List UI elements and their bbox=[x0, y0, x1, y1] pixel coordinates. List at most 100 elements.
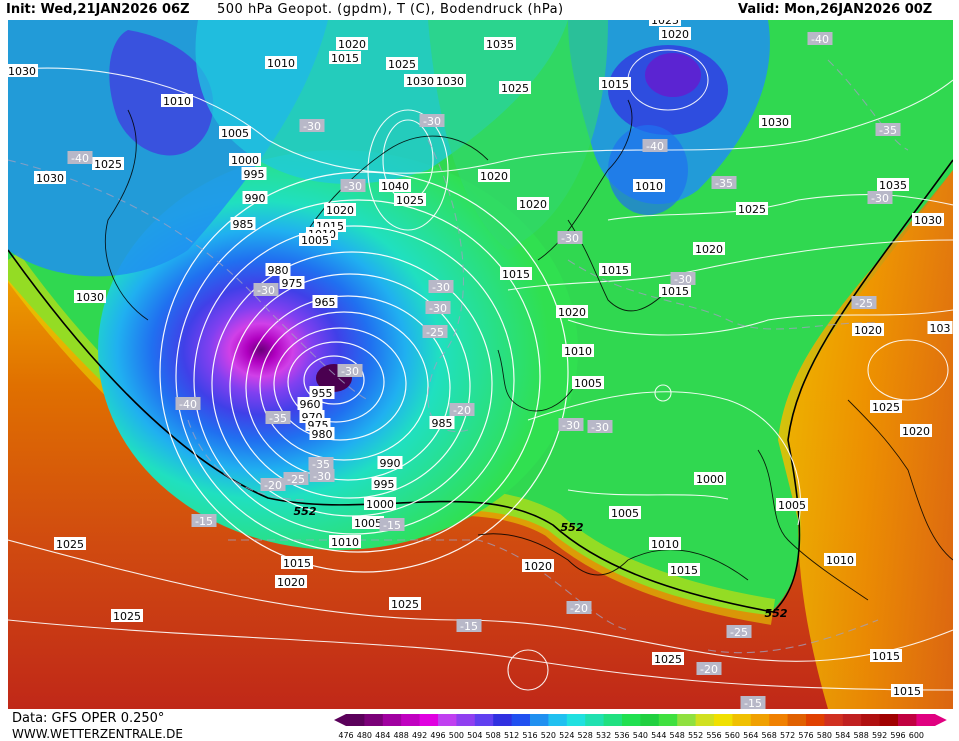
temperature-label: -15 bbox=[460, 620, 478, 633]
pressure-label: 1025 bbox=[391, 598, 419, 611]
temperature-label-bg bbox=[807, 32, 833, 45]
temperature-label: -35 bbox=[312, 458, 330, 471]
pressure-label: 1020 bbox=[558, 306, 586, 319]
color-scale-cell bbox=[842, 714, 862, 726]
temperature-label: -15 bbox=[744, 697, 762, 709]
pressure-label: 1005 bbox=[574, 377, 602, 390]
temperature-label-bg bbox=[265, 411, 291, 424]
valid-time-label: Valid: Mon,26JAN2026 00Z bbox=[738, 2, 933, 17]
color-scale-tick-label: 504 bbox=[467, 731, 482, 740]
color-scale-tick-label: 588 bbox=[854, 731, 869, 740]
temperature-label-bg bbox=[428, 280, 454, 293]
pressure-label-bg bbox=[265, 56, 297, 69]
color-scale-cell bbox=[419, 714, 439, 726]
contour-552-label: 552 bbox=[294, 505, 317, 518]
pressure-label-bg bbox=[852, 323, 884, 336]
color-scale-cell bbox=[732, 714, 752, 726]
pressure-label-bg bbox=[279, 276, 305, 289]
color-scale-tick-label: 484 bbox=[375, 731, 390, 740]
color-scale-tick-label: 576 bbox=[798, 731, 813, 740]
temperature-label: -20 bbox=[453, 404, 471, 417]
color-scale-tick-label: 560 bbox=[725, 731, 740, 740]
pressure-label-bg bbox=[870, 649, 902, 662]
cold-air-northwest-core bbox=[109, 30, 214, 156]
color-scale-cell bbox=[566, 714, 586, 726]
pressure-label: 1020 bbox=[854, 324, 882, 337]
color-scale-cell bbox=[548, 714, 568, 726]
temperature-label-bg bbox=[308, 457, 334, 470]
warm-air-region bbox=[8, 170, 953, 709]
pressure-label-bg bbox=[371, 477, 397, 490]
color-scale-tick-label: 556 bbox=[706, 731, 721, 740]
pressure-label-bg bbox=[352, 516, 384, 529]
cold-air-northeast-core-inner bbox=[645, 53, 701, 97]
pressure-label: 1005 bbox=[778, 499, 806, 512]
pressure-label: 995 bbox=[374, 478, 395, 491]
pressure-label-bg bbox=[912, 213, 944, 226]
pressure-label: 1015 bbox=[283, 557, 311, 570]
color-scale-tick-label: 600 bbox=[909, 731, 924, 740]
color-scale-cell bbox=[401, 714, 421, 726]
temperature-label-bg bbox=[875, 123, 901, 136]
isobars-low bbox=[159, 171, 569, 573]
pressure-label: 985 bbox=[233, 218, 254, 231]
pressure-label: 980 bbox=[268, 264, 289, 277]
pressure-label-bg bbox=[92, 157, 124, 170]
temperature-label: -40 bbox=[811, 33, 829, 46]
pressure-label: 1015 bbox=[872, 650, 900, 663]
pressure-label: 1010 bbox=[267, 57, 295, 70]
temperature-label-bg bbox=[379, 518, 405, 531]
pressure-label-bg bbox=[736, 202, 768, 215]
pressure-label: 1000 bbox=[231, 154, 259, 167]
pressure-label: 1025 bbox=[651, 20, 679, 27]
pressure-label-bg bbox=[329, 535, 361, 548]
color-scale-cell bbox=[382, 714, 402, 726]
color-scale-tick-label: 480 bbox=[357, 731, 372, 740]
weather-map[interactable]: 1030 1010 1010 1020 1015 1025 1030 1030 1035 1025… bbox=[8, 20, 953, 709]
color-scale-cell bbox=[346, 714, 365, 726]
pressure-label-bg bbox=[478, 169, 510, 182]
color-scale-cell bbox=[474, 714, 494, 726]
pressure-label-bg bbox=[299, 233, 331, 246]
temperature-label-bg bbox=[740, 696, 766, 709]
temperature-label: -40 bbox=[71, 152, 89, 165]
pressure-label: 1020 bbox=[661, 28, 689, 41]
temperature-label-bg bbox=[337, 364, 363, 377]
temperature-label-bg bbox=[851, 296, 877, 309]
pressure-label: 1025 bbox=[872, 401, 900, 414]
color-scale-tick-label: 584 bbox=[835, 731, 850, 740]
color-scale-tick-label: 580 bbox=[817, 731, 832, 740]
pressure-label-bg bbox=[265, 263, 291, 276]
pressure-label: 1025 bbox=[94, 158, 122, 171]
color-scale-tick-label: 512 bbox=[504, 731, 519, 740]
color-scale-cell bbox=[806, 714, 825, 726]
pressure-label-bg bbox=[230, 217, 256, 230]
pressure-label-bg bbox=[668, 563, 700, 576]
pressure-label: 1040 bbox=[381, 180, 409, 193]
temperature-label: -30 bbox=[423, 115, 441, 128]
temperature-label-bg bbox=[587, 420, 613, 433]
color-scale-tick-label: 524 bbox=[559, 731, 574, 740]
pressure-label: 1015 bbox=[661, 285, 689, 298]
temperature-label-bg bbox=[283, 472, 309, 485]
color-scale-arrow-right bbox=[934, 714, 947, 726]
color-scale-cell bbox=[364, 714, 384, 726]
pressure-label: 1020 bbox=[326, 204, 354, 217]
temperature-label: -30 bbox=[432, 281, 450, 294]
pressure-label: 1025 bbox=[56, 538, 84, 551]
init-time-label: Init: Wed,21JAN2026 06Z bbox=[6, 2, 190, 17]
temperature-labels: -40-35-40-30 -30-40-35-30-30-30-30-30-30-… bbox=[67, 32, 901, 709]
temperature-label: -35 bbox=[879, 124, 897, 137]
temperature-label-bg bbox=[670, 272, 696, 285]
pressure-label-bg bbox=[364, 497, 396, 510]
pressure-label-bg bbox=[659, 27, 691, 40]
pressure-label: 1030 bbox=[8, 65, 36, 78]
pressure-label: 1035 bbox=[879, 179, 907, 192]
pressure-label: 1015 bbox=[601, 264, 629, 277]
pressure-label: 1030 bbox=[761, 116, 789, 129]
temperature-label: -30 bbox=[313, 470, 331, 483]
pressure-label-bg bbox=[297, 397, 323, 410]
temperature-label: -35 bbox=[269, 412, 287, 425]
pressure-label-bg bbox=[242, 191, 268, 204]
